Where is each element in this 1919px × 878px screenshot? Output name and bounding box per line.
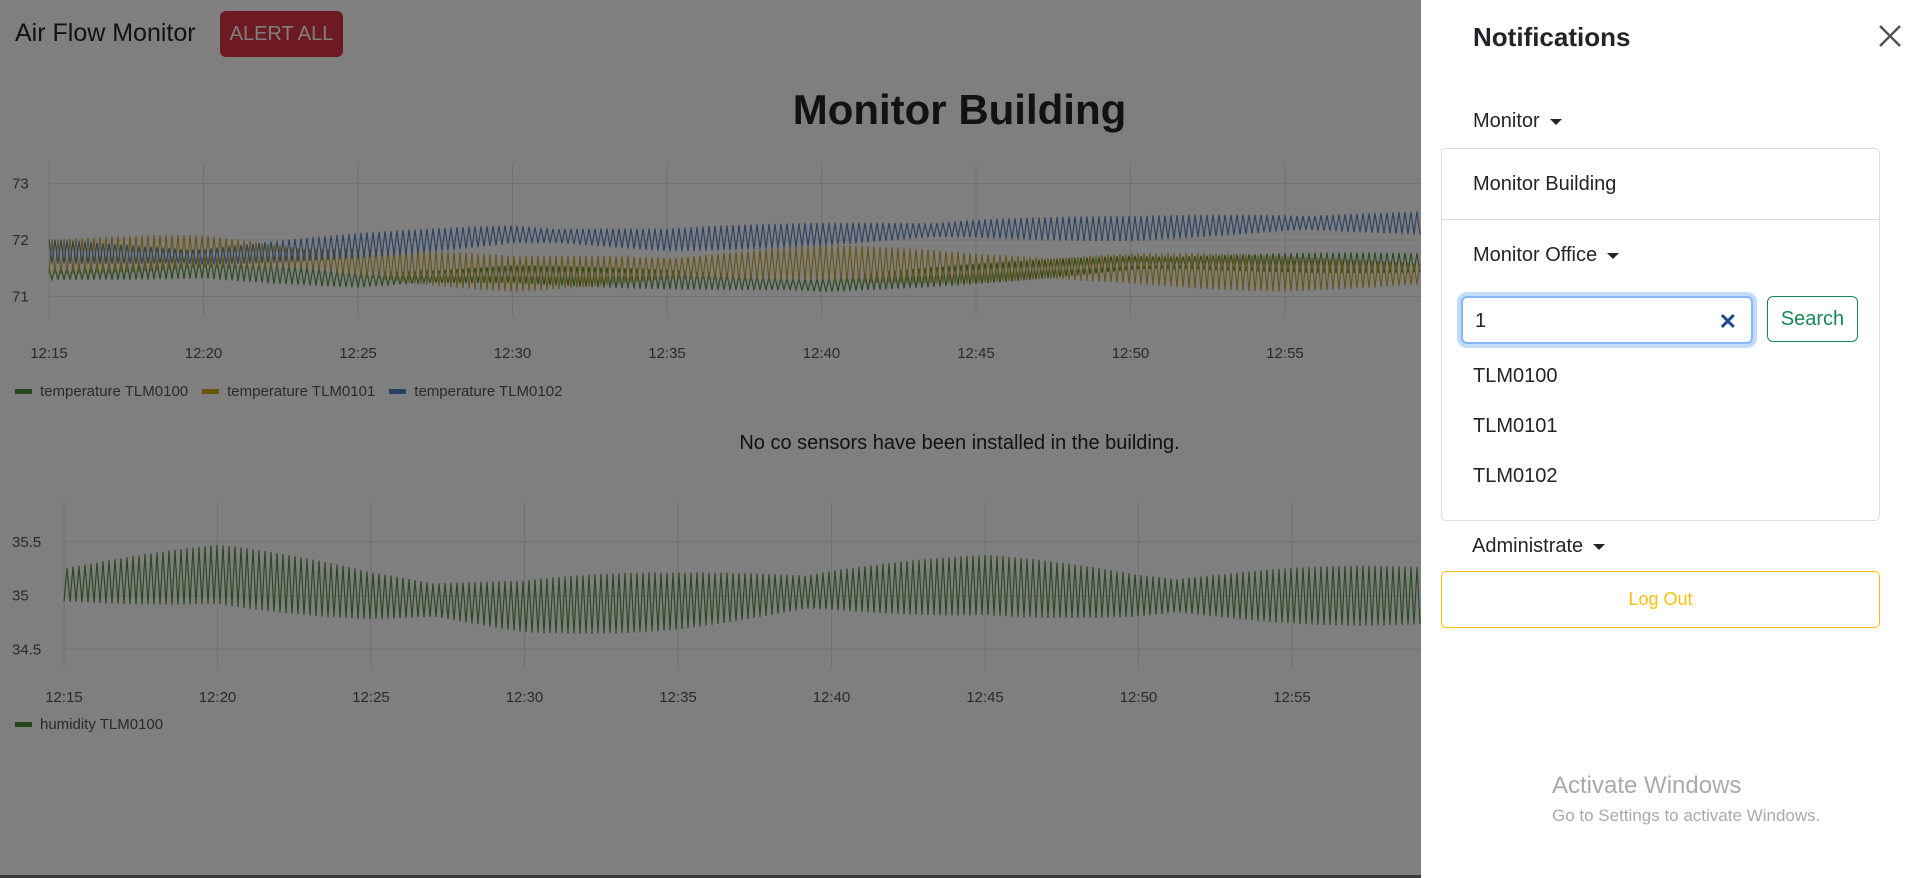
close-icon[interactable] [1876, 22, 1904, 50]
search-result-item[interactable]: TLM0101 [1473, 415, 1558, 437]
administrate-label: Administrate [1472, 535, 1584, 557]
logout-button[interactable]: Log Out [1441, 571, 1880, 628]
taskbar-edge [0, 875, 1421, 878]
search-button[interactable]: Search [1767, 296, 1858, 342]
menu-divider [1442, 219, 1879, 220]
caret-down-icon [1607, 252, 1620, 259]
watermark-subtitle: Go to Settings to activate Windows. [1552, 806, 1821, 825]
monitor-office-dropdown[interactable]: Monitor Office [1473, 244, 1620, 267]
watermark-title: Activate Windows [1552, 772, 1742, 799]
search-result-item[interactable]: TLM0102 [1473, 465, 1558, 487]
monitor-dropdown-label: Monitor [1473, 110, 1540, 132]
notifications-drawer: Notifications Monitor Monitor Building M… [1421, 0, 1919, 878]
caret-down-icon [1549, 118, 1562, 125]
monitor-dropdown[interactable]: Monitor [1473, 110, 1562, 133]
menu-item-monitor-building[interactable]: Monitor Building [1473, 173, 1616, 196]
menu-item-label: Monitor Building [1473, 173, 1617, 195]
modal-backdrop[interactable] [0, 0, 1421, 878]
caret-down-icon [1593, 543, 1606, 550]
search-input[interactable] [1473, 306, 1697, 336]
clear-icon[interactable]: ✕ [1718, 309, 1737, 334]
windows-activation-watermark: Activate Windows Go to Settings to activ… [1552, 772, 1820, 826]
search-result-item[interactable]: TLM0100 [1473, 365, 1558, 387]
monitor-menu: Monitor Building Monitor Office ✕ Search… [1441, 148, 1880, 521]
administrate-dropdown[interactable]: Administrate [1472, 535, 1606, 558]
sensor-search-field[interactable]: ✕ [1461, 296, 1753, 344]
drawer-title: Notifications [1473, 22, 1631, 52]
monitor-office-label: Monitor Office [1473, 244, 1598, 266]
